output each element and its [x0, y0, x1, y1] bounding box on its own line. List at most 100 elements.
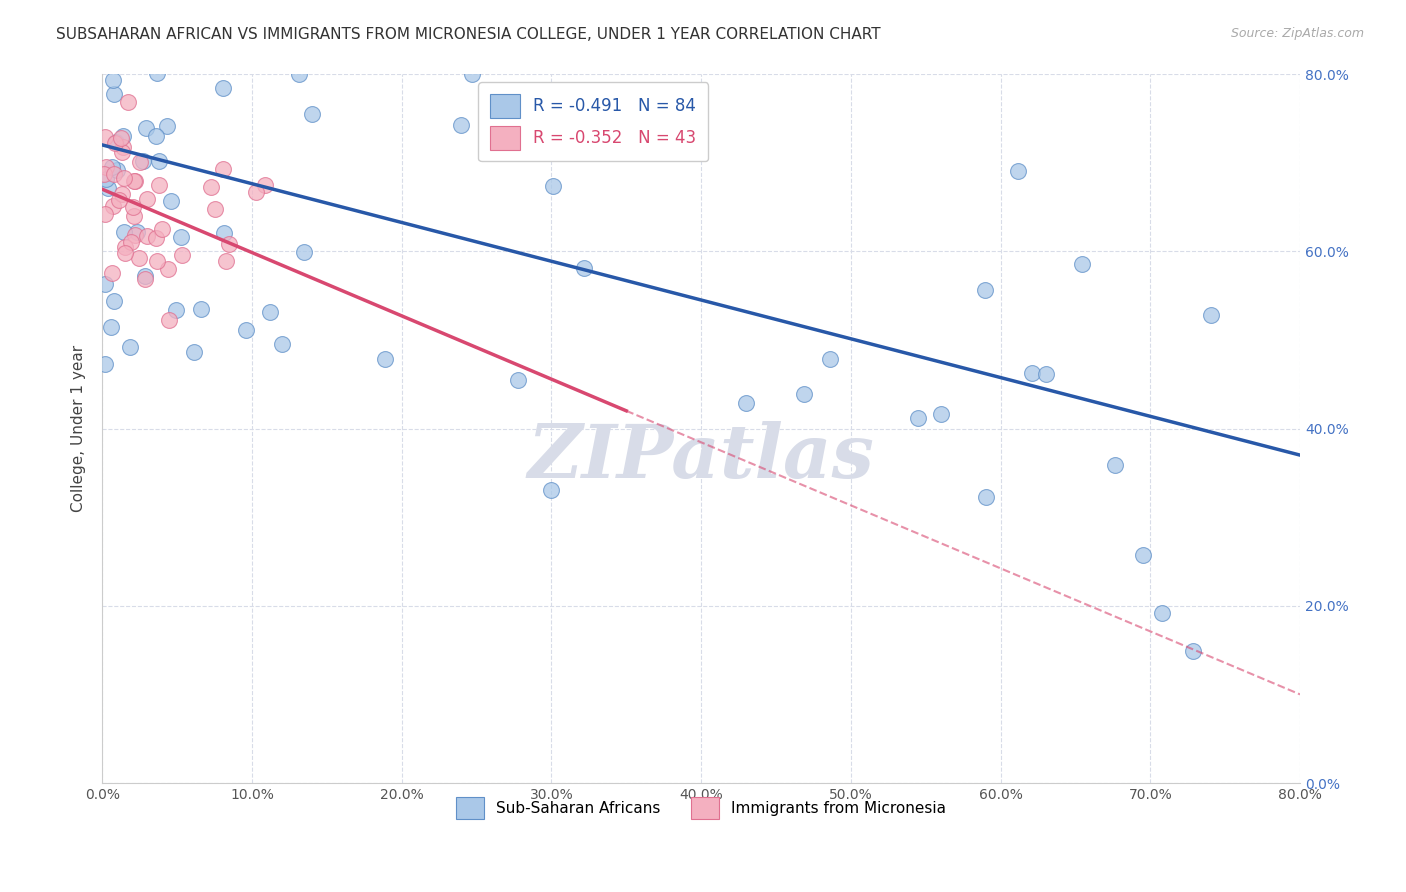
Point [108, 193, 131, 207]
Point [93, 167, 115, 181]
Point [513, 144, 536, 158]
Point [170, 230, 193, 244]
Point [907, 411, 929, 425]
Point [114, 245, 136, 260]
Point [820, 352, 842, 367]
Point [541, 178, 564, 193]
Point [112, 225, 135, 239]
Point [574, 261, 596, 276]
Point [96, 160, 118, 174]
Point [94, 357, 117, 371]
Point [145, 128, 167, 143]
Point [124, 209, 146, 223]
Y-axis label: College, Under 1 year: College, Under 1 year [72, 345, 86, 512]
Point [103, 87, 125, 101]
Point [150, 222, 173, 236]
Point [96, 171, 118, 186]
Point [94, 206, 117, 220]
Point [371, 49, 394, 63]
Point [148, 49, 170, 63]
Point [253, 178, 276, 192]
Point [269, 49, 291, 63]
Point [1035, 368, 1057, 382]
Point [117, 95, 139, 109]
Point [104, 135, 127, 149]
Point [976, 490, 998, 504]
Point [112, 170, 135, 185]
Point [245, 186, 267, 200]
Point [104, 136, 127, 150]
Point [103, 49, 125, 63]
Point [1201, 308, 1223, 322]
Point [129, 155, 152, 169]
Point [157, 262, 180, 277]
Point [929, 407, 952, 421]
Text: Source: ZipAtlas.com: Source: ZipAtlas.com [1230, 27, 1364, 40]
Point [101, 49, 124, 63]
Point [103, 199, 125, 213]
Point [1150, 606, 1173, 620]
Point [979, 49, 1001, 63]
Point [232, 49, 254, 63]
Point [97, 180, 120, 194]
Point [134, 272, 156, 286]
Point [145, 230, 167, 244]
Point [170, 248, 193, 262]
Point [134, 268, 156, 283]
Point [132, 154, 155, 169]
Text: SUBSAHARAN AFRICAN VS IMMIGRANTS FROM MICRONESIA COLLEGE, UNDER 1 YEAR CORRELATI: SUBSAHARAN AFRICAN VS IMMIGRANTS FROM MI… [56, 27, 882, 42]
Point [114, 240, 136, 254]
Point [540, 483, 562, 498]
Point [314, 49, 336, 63]
Point [215, 254, 238, 268]
Point [108, 49, 131, 63]
Point [374, 352, 396, 367]
Point [124, 174, 146, 188]
Point [135, 121, 157, 136]
Point [103, 167, 125, 181]
Point [98, 49, 121, 63]
Point [110, 130, 132, 145]
Point [135, 49, 157, 63]
Point [124, 227, 146, 242]
Point [103, 73, 125, 87]
Point [1021, 367, 1043, 381]
Point [156, 119, 179, 133]
Point [94, 130, 117, 145]
Point [128, 251, 150, 265]
Point [292, 244, 315, 259]
Point [111, 140, 134, 154]
Point [165, 302, 187, 317]
Point [110, 145, 132, 160]
Point [94, 49, 117, 63]
Point [1070, 257, 1092, 271]
Point [218, 237, 240, 252]
Point [160, 194, 183, 208]
Point [259, 305, 281, 319]
Point [103, 294, 125, 309]
Point [138, 49, 160, 63]
Point [1104, 458, 1126, 473]
Point [146, 49, 169, 63]
Point [125, 49, 148, 63]
Point [460, 67, 482, 81]
Point [198, 49, 221, 63]
Point [245, 54, 267, 69]
Point [118, 340, 141, 354]
Point [211, 80, 233, 95]
Point [134, 52, 156, 66]
Point [287, 67, 309, 81]
Point [111, 186, 134, 201]
Point [243, 49, 266, 63]
Point [214, 227, 236, 241]
Point [793, 386, 815, 401]
Point [124, 174, 146, 188]
Point [212, 161, 235, 176]
Point [506, 373, 529, 387]
Point [974, 283, 997, 297]
Point [157, 313, 180, 327]
Point [105, 163, 128, 178]
Point [204, 202, 226, 217]
Point [114, 49, 136, 63]
Point [101, 161, 124, 175]
